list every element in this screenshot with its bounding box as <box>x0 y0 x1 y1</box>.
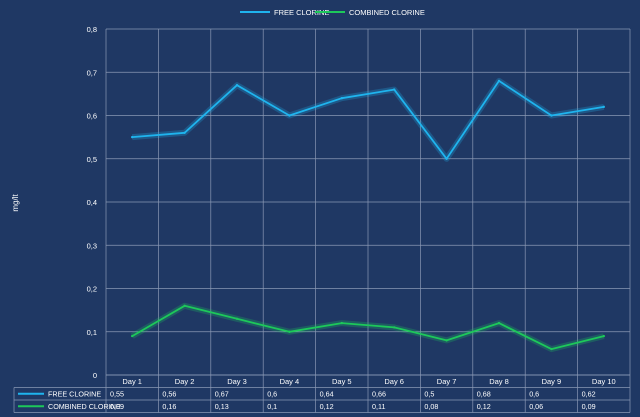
data-label: 0,5 <box>424 390 434 399</box>
x-tick-label: Day 5 <box>332 377 352 386</box>
y-tick-label: 0,7 <box>87 68 97 77</box>
x-tick-label: Day 4 <box>280 377 300 386</box>
x-tick-label: Day 9 <box>542 377 562 386</box>
data-label: 0,12 <box>320 402 334 411</box>
series-lines <box>130 77 605 353</box>
data-point <box>445 339 448 342</box>
data-point <box>550 347 553 351</box>
data-point <box>183 304 186 307</box>
data-point <box>288 330 291 333</box>
data-label: 0,16 <box>162 402 176 411</box>
y-tick-label: 0,2 <box>87 285 97 294</box>
data-label: 0,56 <box>162 390 176 399</box>
y-tick-label: 0 <box>93 371 97 380</box>
data-point <box>235 84 239 87</box>
data-label: 0,64 <box>320 390 334 399</box>
legend: FREE CLORINE COMBINED CLORINE <box>240 8 425 17</box>
data-label: 0,1 <box>267 402 277 411</box>
legend-label: COMBINED CLORINE <box>349 8 425 17</box>
y-tick-label: 0,4 <box>87 198 97 207</box>
x-tick-label: Day 7 <box>437 377 457 386</box>
data-point <box>183 131 186 134</box>
y-tick-label: 0,3 <box>87 241 97 250</box>
series-line <box>131 304 605 351</box>
data-label: 0,08 <box>424 402 438 411</box>
data-point <box>602 105 605 109</box>
y-axis-label: mg/lt <box>11 194 20 212</box>
data-point <box>235 317 239 320</box>
data-point <box>445 157 448 160</box>
series-line <box>132 80 604 160</box>
y-tick-label: 0,8 <box>87 25 97 34</box>
data-point <box>393 88 396 91</box>
data-point <box>131 135 134 139</box>
x-tick-label: Day 2 <box>175 377 195 386</box>
data-label: 0,6 <box>529 390 539 399</box>
data-label: 0,68 <box>477 390 491 399</box>
data-label: 0,67 <box>215 390 229 399</box>
table-series-name: FREE CLORINE <box>48 390 101 399</box>
data-label: 0,12 <box>477 402 491 411</box>
data-point <box>497 79 501 83</box>
x-tick-label: Day 1 <box>122 377 142 386</box>
data-label: 0,66 <box>372 390 386 399</box>
y-axis-ticks: 0 0,1 0,2 0,3 0,4 0,5 0,6 0,7 0,8 <box>87 25 97 380</box>
data-label: 0,06 <box>529 402 543 411</box>
x-tick-label: Day 8 <box>489 377 509 386</box>
y-tick-label: 0,6 <box>87 112 97 121</box>
x-tick-label: Day 3 <box>227 377 247 386</box>
gridlines <box>105 28 631 376</box>
data-point <box>550 114 553 117</box>
data-label: 0,13 <box>215 402 229 411</box>
data-label: 0,6 <box>267 390 277 399</box>
data-label: 0,09 <box>582 402 596 411</box>
data-label: 0,62 <box>582 390 596 399</box>
x-tick-label: Day 6 <box>384 377 404 386</box>
data-label: 0,09 <box>110 402 124 411</box>
data-point <box>497 321 501 325</box>
data-point <box>288 114 291 117</box>
data-point <box>340 97 343 100</box>
data-label: 0,11 <box>372 402 385 411</box>
data-label: 0,55 <box>110 390 124 399</box>
data-point <box>131 334 134 338</box>
x-tick-label: Day 10 <box>592 377 616 386</box>
table-series-name: COMBINED CLORINE <box>48 402 121 411</box>
data-point <box>602 334 605 338</box>
y-tick-label: 0,5 <box>87 155 97 164</box>
data-table: Day 1 Day 2 Day 3 Day 4 Day 5 Day 6 Day 7 Day 8… <box>13 374 631 413</box>
y-tick-label: 0,1 <box>87 328 97 337</box>
data-point <box>393 326 396 329</box>
data-point <box>340 321 343 325</box>
legend-label: FREE CLORINE <box>274 8 329 17</box>
